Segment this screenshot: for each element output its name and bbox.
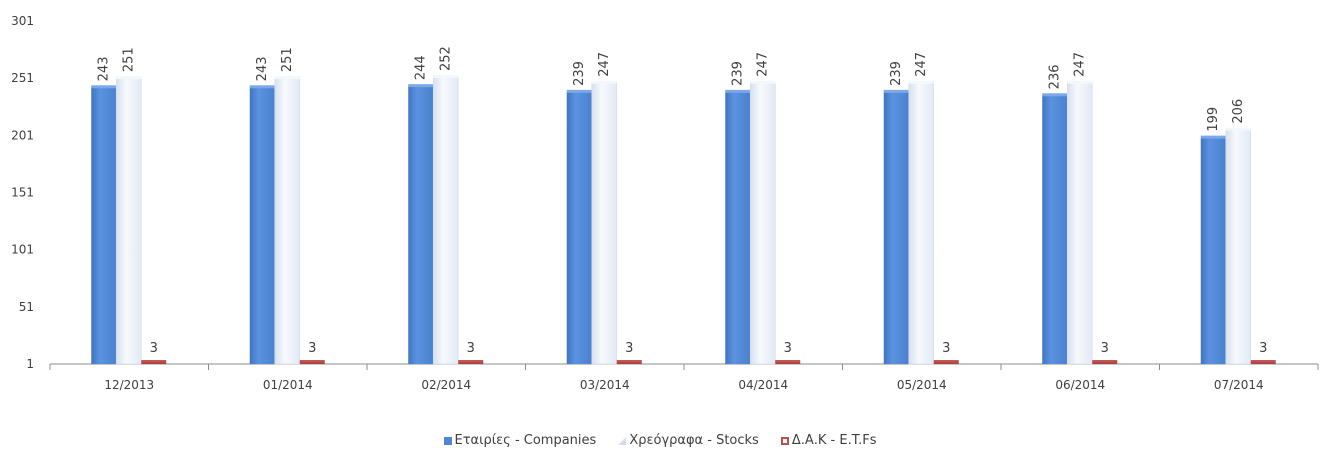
data-label-companies: 199: [1206, 107, 1221, 132]
legend-item-companies: Εταιρίες - Companies: [443, 433, 597, 448]
bar-cap-companies: [883, 89, 909, 93]
x-tick-label: 01/2014: [263, 378, 313, 392]
bar-stocks: [749, 82, 776, 365]
y-tick-label: 251: [11, 71, 34, 85]
bar-cap-companies: [566, 89, 592, 93]
data-label-companies: 244: [414, 55, 429, 80]
bar-cap-stocks: [116, 76, 142, 80]
bar-cap-companies: [91, 85, 117, 89]
x-tick-label: 04/2014: [738, 378, 788, 392]
data-label-companies: 239: [572, 61, 587, 86]
y-tick-label: 101: [11, 243, 34, 257]
bar-stocks: [274, 77, 301, 365]
data-label-stocks: 251: [280, 47, 295, 72]
bar-stocks: [1225, 129, 1252, 365]
data-label-companies: 243: [97, 56, 112, 81]
bar-cap-stocks: [433, 75, 459, 79]
bar-etfs: [458, 360, 484, 364]
data-label-companies: 239: [731, 61, 746, 86]
bar-cap-companies: [1200, 135, 1226, 139]
data-label-companies: 243: [255, 56, 270, 81]
data-label-etfs: 3: [625, 341, 633, 356]
bar-cap-companies: [408, 84, 434, 88]
y-tick-label: 301: [11, 14, 34, 28]
data-label-stocks: 247: [597, 52, 612, 77]
data-label-stocks: 206: [1231, 99, 1246, 124]
bar-cap-companies: [249, 85, 275, 89]
data-label-etfs: 3: [467, 341, 475, 356]
bar-companies: [249, 87, 275, 365]
legend-swatch-companies: [443, 436, 452, 445]
bar-cap-stocks: [274, 76, 300, 80]
bar-stocks: [908, 82, 935, 365]
x-tick-label: 12/2013: [104, 378, 154, 392]
bar-etfs: [1092, 360, 1118, 364]
x-tick-label: 07/2014: [1214, 378, 1264, 392]
x-tick-label: 05/2014: [897, 378, 947, 392]
x-axis: 12/2013 01/2014 02/2014 03/2014 04/2014 05/20…: [49, 363, 1319, 392]
bar-companies: [1042, 95, 1068, 365]
data-label-stocks: 247: [1073, 52, 1088, 77]
bar-cap-stocks: [1067, 80, 1093, 84]
bar-companies: [91, 87, 117, 365]
bar-etfs: [933, 360, 959, 364]
bar-stocks: [1066, 82, 1093, 365]
x-tick-label: 06/2014: [1055, 378, 1105, 392]
data-label-etfs: 3: [150, 341, 158, 356]
bar-cap-companies: [1042, 93, 1068, 97]
legend-label-etfs: Δ.Α.Κ - E.T.Fs: [791, 433, 877, 448]
bar-companies: [408, 86, 434, 365]
data-label-etfs: 3: [1101, 341, 1109, 356]
legend-swatch-stocks: [618, 436, 627, 445]
bar-etfs: [775, 360, 801, 364]
x-tick-label: 03/2014: [580, 378, 630, 392]
data-label-stocks: 247: [914, 52, 929, 77]
data-label-etfs: 3: [784, 341, 792, 356]
y-tick-label: 51: [19, 300, 34, 314]
bar-stocks: [432, 76, 459, 365]
data-label-etfs: 3: [942, 341, 950, 356]
bar-stocks: [591, 82, 618, 365]
data-label-stocks: 247: [756, 52, 771, 77]
legend-item-etfs: Δ.Α.Κ - E.T.Fs: [780, 433, 877, 448]
data-label-etfs: 3: [308, 341, 316, 356]
data-labels: 243 251 3 243 251 3 244 252 3 239 247 3 239 247 3 239 24…: [97, 46, 1268, 356]
y-tick-label: 201: [11, 128, 34, 142]
legend: Εταιρίες - Companies Χρεόγραφα - Stocks …: [0, 433, 1320, 448]
bar-etfs: [1250, 360, 1276, 364]
legend-label-companies: Εταιρίες - Companies: [454, 433, 597, 448]
bar-companies: [1200, 137, 1226, 364]
bar-etfs: [299, 360, 325, 364]
y-tick-label: 151: [11, 186, 34, 200]
data-label-etfs: 3: [1259, 341, 1267, 356]
bar-stocks: [115, 77, 142, 365]
bar-cap-stocks: [1225, 127, 1251, 131]
x-tick-label: 02/2014: [421, 378, 471, 392]
data-label-companies: 239: [889, 61, 904, 86]
bar-cap-stocks: [908, 80, 934, 84]
legend-swatch-etfs: [780, 436, 789, 445]
bars: [91, 75, 1276, 365]
data-label-stocks: 252: [439, 46, 454, 71]
bar-cap-stocks: [591, 80, 617, 84]
legend-item-stocks: Χρεόγραφα - Stocks: [618, 433, 759, 448]
y-tick-label: 1: [26, 357, 34, 371]
data-label-companies: 236: [1048, 64, 1063, 89]
data-label-stocks: 251: [122, 47, 137, 72]
bar-cap-companies: [725, 89, 751, 93]
bar-companies: [566, 91, 592, 365]
bar-etfs: [616, 360, 642, 364]
legend-label-stocks: Χρεόγραφα - Stocks: [629, 433, 759, 448]
bar-companies: [883, 91, 909, 365]
bar-etfs: [141, 360, 167, 364]
bar-cap-stocks: [750, 80, 776, 84]
bar-companies: [725, 91, 751, 365]
